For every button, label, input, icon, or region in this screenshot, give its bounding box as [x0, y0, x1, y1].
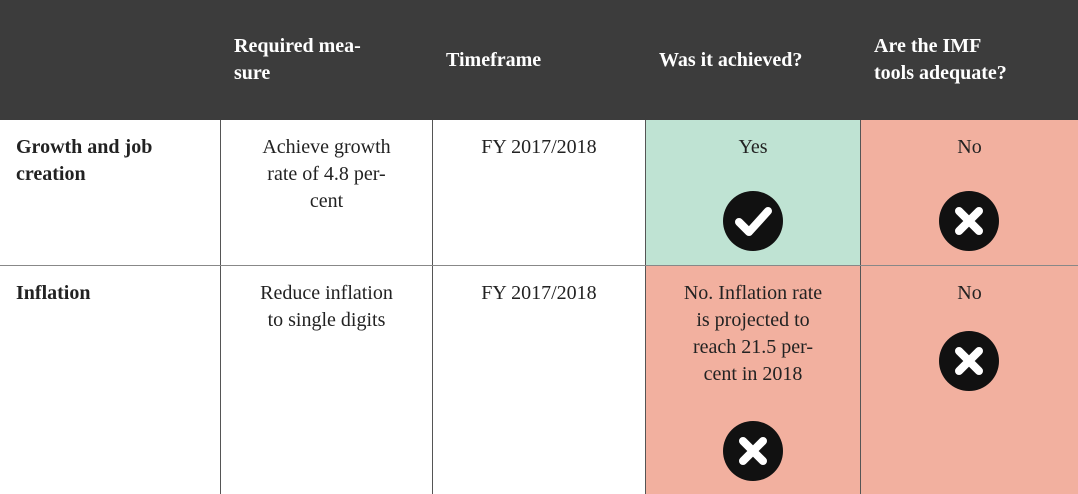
- row-label: Inflation: [16, 282, 91, 304]
- header-cell: Timeframe: [432, 0, 645, 120]
- cross-icon: [939, 331, 999, 391]
- header-cell: Are the IMF tools adequate?: [860, 0, 1078, 120]
- cross-icon: [939, 191, 999, 251]
- cell: Reduce inflation to single digits: [220, 266, 432, 494]
- row-label: Growth and job creation: [16, 136, 153, 185]
- header-cell: [0, 0, 220, 120]
- check-icon: [723, 191, 783, 251]
- cell: FY 2017/2018: [432, 266, 645, 494]
- header-cell: Required mea- sure: [220, 0, 432, 120]
- cross-icon: [723, 421, 783, 481]
- header-cell: Was it achieved?: [645, 0, 860, 120]
- cell: Achieve growth rate of 4.8 per- cent: [220, 120, 432, 265]
- row-separator: [0, 265, 1078, 266]
- cell: FY 2017/2018: [432, 120, 645, 265]
